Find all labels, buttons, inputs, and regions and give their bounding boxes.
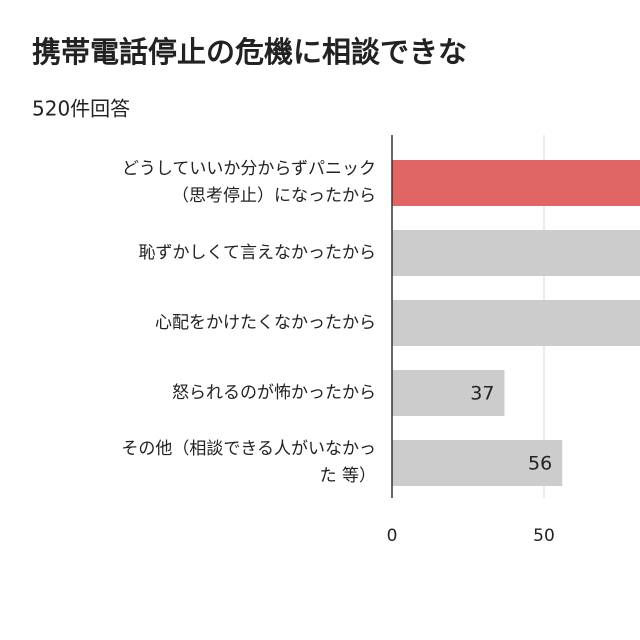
y-tick-label: どうしていいか分からずパニック （思考停止）になったから <box>121 159 376 206</box>
bar <box>392 230 640 276</box>
y-tick-label: 恥ずかしくて言えなかったから <box>138 242 377 263</box>
chart-title: 携帯電話停止の危機に相談できな <box>32 35 467 69</box>
y-tick-label: その他（相談できる人がいなかっ た 等） <box>121 439 376 486</box>
y-tick-label: 怒られるのが怖かったから <box>172 382 376 403</box>
x-tick-label: 0 <box>387 526 398 546</box>
value-label: 37 <box>470 383 494 405</box>
value-label: 56 <box>528 453 552 475</box>
bar <box>392 300 640 346</box>
bar <box>392 160 640 206</box>
x-tick-label: 50 <box>533 526 555 546</box>
bar <box>392 440 563 486</box>
chart-subtitle: 520件回答 <box>32 97 130 121</box>
bar <box>392 370 505 416</box>
y-tick-label: 心配をかけたくなかったから <box>155 312 376 333</box>
